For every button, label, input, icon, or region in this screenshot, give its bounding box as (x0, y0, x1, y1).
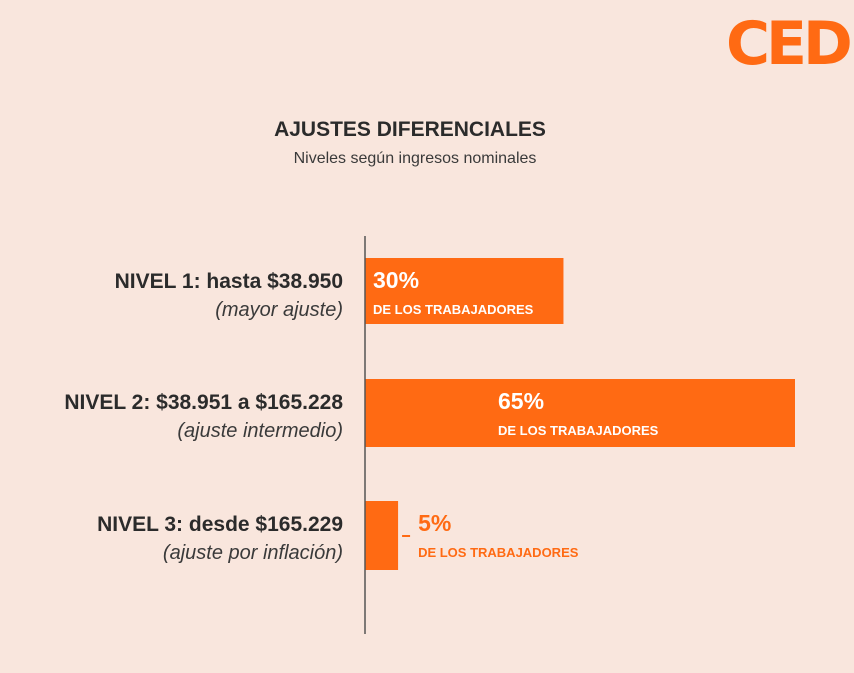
category-note-3: (ajuste por inflación) (163, 542, 343, 564)
chart-title: AJUSTES DIFERENCIALES (274, 118, 546, 141)
chart-subtitle: Niveles según ingresos nominales (293, 150, 537, 167)
bar-3 (365, 501, 399, 570)
value-label-1: 30% (373, 267, 419, 293)
bar-2 (365, 379, 795, 447)
bar-1 (365, 258, 564, 324)
category-label-3: NIVEL 3: desde $165.229 (97, 513, 343, 536)
category-note-1: (mayor ajuste) (215, 299, 343, 321)
value-sublabel-1: DE LOS TRABAJADORES (373, 302, 534, 317)
value-label-2: 65% (498, 388, 544, 414)
category-label-1: NIVEL 1: hasta $38.950 (115, 270, 343, 293)
value-sublabel-3: DE LOS TRABAJADORES (418, 545, 579, 560)
value-sublabel-2: DE LOS TRABAJADORES (498, 423, 659, 438)
ced-logo: CED (726, 9, 853, 79)
category-note-2: (ajuste intermedio) (177, 420, 343, 442)
category-label-2: NIVEL 2: $38.951 a $165.228 (64, 391, 343, 414)
value-label-3: 5% (418, 510, 451, 536)
